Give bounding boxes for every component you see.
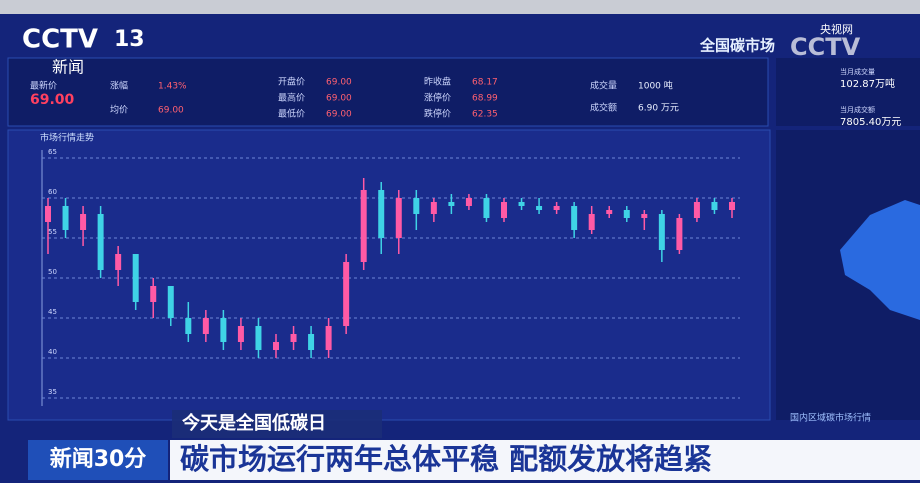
candle-body <box>430 202 437 214</box>
logo-program: 新闻 <box>52 58 84 77</box>
candle-body <box>693 202 700 218</box>
program-caption: 新闻30分 <box>50 446 147 472</box>
quote-value: 6.90 万元 <box>638 104 679 114</box>
candle-body <box>658 214 665 250</box>
candle-body <box>553 206 560 210</box>
candle-body <box>150 286 157 302</box>
watermark-brand: CCTV <box>790 33 861 61</box>
y-tick-label: 35 <box>48 388 57 396</box>
candle-body <box>325 326 332 350</box>
candle-body <box>343 262 350 326</box>
candle-body <box>167 286 174 318</box>
candle-body <box>62 206 69 230</box>
quote-value: 1000 吨 <box>638 80 673 92</box>
candle-body <box>606 210 613 214</box>
topic-caption: 今天是全国低碳日 <box>182 412 326 434</box>
quote-label: 昨收盘 <box>424 76 451 88</box>
candle-body <box>483 198 490 218</box>
candle-body <box>255 326 262 350</box>
y-tick-label: 55 <box>48 228 57 236</box>
side-value: 102.87万吨 <box>840 77 895 90</box>
candle-body <box>448 202 455 206</box>
topic-box <box>172 410 382 438</box>
candle-body <box>623 210 630 218</box>
y-tick-label: 45 <box>48 308 57 316</box>
candle-body <box>45 206 51 222</box>
program-box <box>28 440 168 480</box>
candle-body <box>273 342 279 350</box>
quote-label: 涨停价 <box>424 92 451 104</box>
quote-label: 开盘价 <box>278 76 305 88</box>
quote-label: 成交量 <box>590 80 617 92</box>
candle-body <box>360 190 367 262</box>
candle-body <box>220 318 227 342</box>
headline-box <box>170 440 920 480</box>
y-tick-label: 60 <box>48 188 57 196</box>
quote-value: 62.35 <box>472 110 498 120</box>
candle-body <box>641 214 648 218</box>
candle-body <box>413 198 420 214</box>
candle-body <box>536 206 543 210</box>
candle-body <box>501 202 507 218</box>
side-panel <box>776 58 920 126</box>
quote-label: 最低价 <box>278 108 305 120</box>
candle-body <box>237 326 244 342</box>
y-tick-label: 40 <box>48 348 57 356</box>
quote-value: 69.00 <box>326 78 352 88</box>
screen-bezel <box>0 0 920 14</box>
candle-body <box>115 254 122 270</box>
candle-body <box>97 214 104 270</box>
candle-body <box>465 198 472 206</box>
candle-body <box>395 198 402 238</box>
map-shape <box>840 200 920 320</box>
chart-panel <box>7 129 771 421</box>
candle-body <box>80 214 87 230</box>
quote-value: 69.00 <box>30 92 75 108</box>
candle-body <box>588 214 595 230</box>
candle-body <box>202 318 209 334</box>
quote-panel <box>7 57 769 127</box>
quote-label: 最新价 <box>30 80 57 92</box>
quote-label: 成交额 <box>590 102 617 114</box>
candle-body <box>290 334 297 342</box>
quote-value: 68.99 <box>472 94 498 104</box>
map-title: 国内区域碳市场行情 <box>790 412 871 424</box>
candle-body <box>518 202 525 206</box>
candle-body <box>711 202 718 210</box>
quote-label: 涨幅 <box>110 80 128 92</box>
watermark-site: 央视网 <box>820 22 853 36</box>
quote-label: 跌停价 <box>424 108 451 120</box>
quote-label: 最高价 <box>278 92 305 104</box>
y-tick-label: 50 <box>48 268 57 276</box>
headline-caption: 碳市场运行两年总体平稳 配额发放将趋紧 <box>180 442 712 476</box>
side-label: 当月成交量 <box>840 67 875 76</box>
quote-value: 69.00 <box>158 106 184 116</box>
quote-value: 1.43% <box>158 82 187 92</box>
candle-body <box>571 206 578 230</box>
chart-title: 市场行情走势 <box>40 132 94 144</box>
candle-body <box>676 218 683 250</box>
quote-value: 68.17 <box>472 78 498 88</box>
header-title: 全国碳市场 <box>699 37 775 55</box>
quote-value: 69.00 <box>326 110 352 120</box>
candle-body <box>185 318 192 334</box>
candle-body <box>132 254 139 302</box>
candle-body <box>729 202 735 210</box>
side-value: 7805.40万元 <box>840 117 901 128</box>
quote-value: 69.00 <box>326 94 352 104</box>
y-tick-label: 65 <box>48 148 57 156</box>
side-label: 当月成交额 <box>840 105 875 114</box>
candle-body <box>308 334 315 350</box>
logo-number: 13 <box>114 27 145 52</box>
quote-label: 均价 <box>110 104 128 116</box>
candle-body <box>378 190 385 238</box>
logo-channel: CCTV <box>22 25 98 55</box>
